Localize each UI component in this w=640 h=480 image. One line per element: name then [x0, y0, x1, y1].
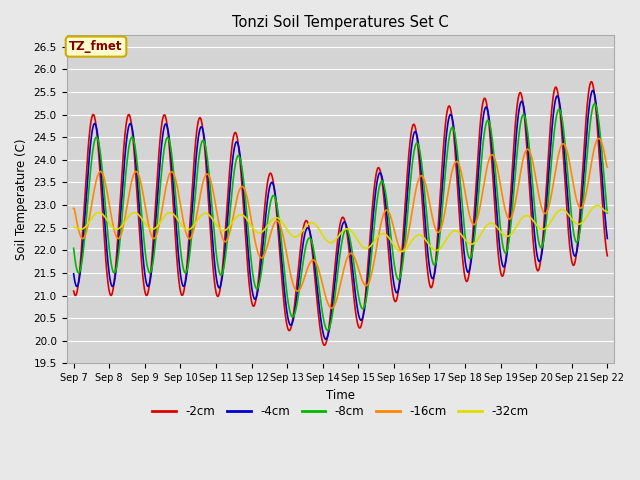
Line: -8cm: -8cm [74, 104, 607, 330]
-32cm [248, 224, 256, 230]
-8cm [604, 210, 611, 216]
-2cm [175, 282, 183, 288]
-4cm [493, 216, 501, 221]
-4cm [589, 88, 596, 94]
-4cm [540, 229, 548, 235]
-16cm [248, 221, 256, 227]
-16cm [175, 195, 183, 201]
-8cm [248, 265, 256, 271]
-2cm [424, 267, 431, 273]
Line: -16cm: -16cm [74, 138, 607, 308]
X-axis label: Time: Time [326, 389, 355, 402]
-16cm [189, 232, 196, 238]
-8cm [493, 190, 501, 195]
-2cm [189, 183, 196, 189]
-32cm [540, 226, 548, 232]
-32cm [175, 219, 183, 225]
-32cm [189, 224, 196, 230]
-2cm [321, 342, 328, 348]
-16cm [493, 165, 501, 170]
Line: -4cm: -4cm [74, 91, 607, 339]
Legend: -2cm, -4cm, -8cm, -16cm, -32cm: -2cm, -4cm, -8cm, -16cm, -32cm [148, 401, 533, 423]
Y-axis label: Soil Temperature (C): Soil Temperature (C) [15, 139, 28, 260]
-32cm [493, 225, 501, 230]
-32cm [424, 240, 431, 245]
-8cm [189, 226, 196, 231]
-32cm [593, 203, 601, 208]
-2cm [540, 216, 548, 222]
-4cm [189, 205, 196, 211]
-2cm [493, 239, 501, 244]
-16cm [595, 135, 603, 141]
-8cm [324, 327, 332, 333]
Line: -2cm: -2cm [74, 82, 607, 345]
-32cm [604, 209, 611, 215]
-4cm [424, 247, 431, 252]
-4cm [248, 287, 256, 293]
-8cm [591, 101, 598, 107]
-16cm [540, 210, 548, 216]
-2cm [588, 79, 595, 84]
-16cm [70, 205, 77, 211]
-32cm [70, 225, 77, 230]
Text: TZ_fmet: TZ_fmet [69, 40, 123, 53]
-8cm [175, 235, 183, 241]
-4cm [604, 236, 611, 241]
-8cm [540, 234, 548, 240]
-16cm [424, 189, 431, 195]
Line: -32cm: -32cm [74, 205, 607, 252]
-4cm [175, 262, 183, 267]
-8cm [424, 221, 431, 227]
-2cm [248, 300, 256, 306]
-2cm [70, 288, 77, 294]
-4cm [70, 271, 77, 276]
-8cm [70, 245, 77, 251]
-16cm [604, 164, 611, 170]
-2cm [604, 253, 611, 259]
-32cm [397, 249, 405, 254]
-4cm [322, 336, 330, 342]
Title: Tonzi Soil Temperatures Set C: Tonzi Soil Temperatures Set C [232, 15, 449, 30]
-16cm [328, 305, 335, 311]
